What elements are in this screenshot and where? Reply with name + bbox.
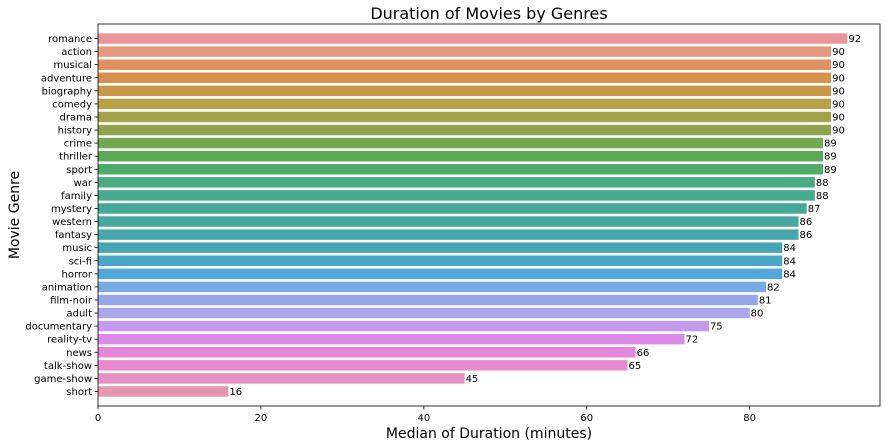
- data-label: 65: [628, 361, 641, 372]
- bar-short: [98, 386, 229, 397]
- y-tick-label: animation: [42, 282, 92, 293]
- bar-sport: [98, 164, 823, 175]
- y-tick-label: horror: [61, 269, 92, 280]
- data-label: 90: [832, 47, 845, 58]
- y-tick-label: fantasy: [55, 230, 92, 241]
- data-label: 16: [229, 387, 242, 398]
- data-label: 89: [824, 165, 837, 176]
- bar-drama: [98, 111, 832, 123]
- data-label: 90: [832, 73, 845, 84]
- bar-crime: [98, 137, 823, 149]
- data-label: 66: [637, 348, 650, 359]
- bar-fantasy: [98, 229, 799, 240]
- data-label: 84: [783, 243, 796, 254]
- data-label: 81: [759, 295, 772, 306]
- y-tick-label: action: [61, 47, 92, 58]
- bar-war: [98, 177, 815, 188]
- bar-comedy: [98, 98, 832, 110]
- y-tick-label: film-noir: [50, 295, 93, 306]
- data-label: 84: [783, 256, 796, 267]
- x-tick-label: 40: [417, 413, 430, 424]
- data-label: 90: [832, 60, 845, 71]
- bar-musical: [98, 59, 832, 70]
- y-tick-label: drama: [60, 112, 92, 123]
- y-tick-label: short: [66, 387, 92, 398]
- y-tick-label: music: [62, 243, 92, 254]
- data-label: 72: [686, 335, 699, 346]
- x-tick-label: 20: [255, 413, 268, 424]
- y-tick-label: romance: [48, 34, 92, 45]
- bar-film-noir: [98, 294, 758, 306]
- data-label: 86: [800, 217, 813, 228]
- bar-biography: [98, 85, 832, 97]
- bar-animation: [98, 281, 766, 293]
- data-label: 90: [832, 86, 845, 97]
- data-label: 88: [816, 178, 829, 189]
- data-label: 87: [808, 204, 821, 215]
- y-tick-label: sport: [66, 165, 92, 176]
- data-label: 89: [824, 139, 837, 150]
- y-tick-label: reality-tv: [47, 335, 92, 346]
- data-label: 45: [466, 374, 479, 385]
- y-tick-label: war: [74, 178, 93, 189]
- data-label: 92: [848, 34, 861, 45]
- bar-adult: [98, 307, 750, 319]
- data-label: 84: [783, 269, 796, 280]
- bar-news: [98, 347, 636, 358]
- y-tick-label: family: [61, 191, 92, 202]
- data-label: 82: [767, 282, 780, 293]
- x-axis-label: Median of Duration (minutes): [386, 426, 592, 442]
- y-tick-label: history: [58, 126, 92, 137]
- y-tick-labels: romance action musical adventure biography co…: [25, 34, 98, 398]
- data-label: 86: [800, 230, 813, 241]
- data-label: 90: [832, 99, 845, 110]
- bar-action: [98, 46, 832, 57]
- y-tick-label: musical: [54, 60, 92, 71]
- y-tick-label: comedy: [52, 99, 92, 110]
- bar-music: [98, 242, 783, 253]
- data-label: 90: [832, 126, 845, 137]
- bar-family: [98, 190, 815, 201]
- y-tick-label: adventure: [41, 73, 92, 84]
- bar-reality-tv: [98, 333, 685, 345]
- bar-western: [98, 216, 799, 227]
- bar-horror: [98, 268, 783, 280]
- x-ticks: 0 20 40 60 80: [95, 406, 756, 424]
- bar-talk-show: [98, 360, 628, 371]
- bar-thriller: [98, 150, 823, 162]
- plot-frame: [97, 23, 881, 407]
- y-tick-label: news: [66, 348, 92, 359]
- data-label: 90: [832, 112, 845, 123]
- bar-history: [98, 124, 832, 136]
- x-tick-label: 80: [743, 413, 756, 424]
- chart-title: Duration of Movies by Genres: [370, 4, 607, 23]
- bars-group: [98, 33, 848, 397]
- y-tick-label: mystery: [51, 204, 92, 215]
- bar-documentary: [98, 320, 709, 332]
- x-tick-label: 0: [95, 413, 101, 424]
- data-labels: 9290909090909090898989888887868684848482…: [229, 34, 861, 398]
- data-label: 75: [710, 322, 723, 333]
- y-tick-label: sci-fi: [69, 256, 92, 267]
- x-tick-label: 60: [580, 413, 593, 424]
- data-label: 88: [816, 191, 829, 202]
- data-label: 89: [824, 152, 837, 163]
- y-tick-label: western: [52, 217, 92, 228]
- bar-sci-fi: [98, 255, 783, 266]
- y-tick-label: thriller: [59, 152, 93, 163]
- y-tick-label: adult: [66, 309, 92, 320]
- y-axis-label: Movie Genre: [7, 171, 23, 259]
- bar-adventure: [98, 72, 832, 83]
- bar-romance: [98, 33, 848, 44]
- y-tick-label: documentary: [25, 322, 92, 333]
- data-label: 80: [751, 309, 764, 320]
- bar-game-show: [98, 373, 465, 384]
- y-tick-label: talk-show: [44, 361, 92, 372]
- y-tick-label: game-show: [34, 374, 92, 385]
- y-tick-label: crime: [64, 139, 92, 150]
- y-tick-label: biography: [42, 86, 93, 97]
- bar-mystery: [98, 203, 807, 214]
